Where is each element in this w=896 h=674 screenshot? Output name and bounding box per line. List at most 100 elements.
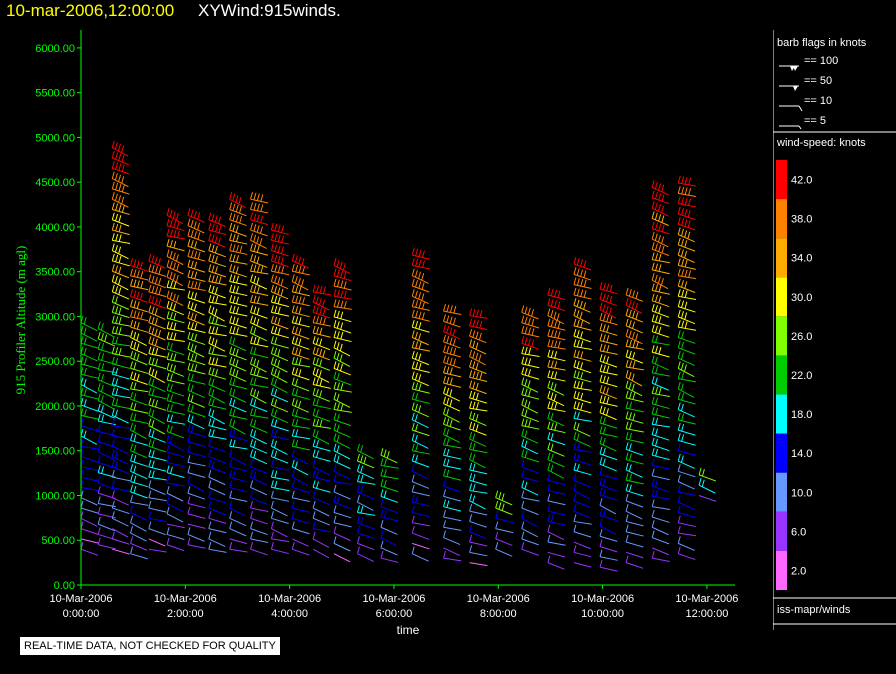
wind-barb [130,258,148,272]
wind-barb [166,311,185,324]
wind-barb [229,212,247,227]
wind-barb [187,300,205,316]
wind-barb [443,406,460,423]
wind-barb [291,397,309,413]
colorbar-label: 26.0 [791,331,812,343]
wind-barb [270,294,289,308]
wind-barb [111,305,130,319]
wind-barb [187,393,205,408]
wind-barb [411,495,430,507]
wind-barb [291,408,310,421]
wind-barb [80,367,99,379]
wind-barb [380,489,399,503]
wind-barb [130,515,147,532]
wind-barb [80,542,99,556]
wind-barb [130,443,148,459]
wind-barb [547,431,566,446]
wind-barb [208,346,227,357]
wind-barb [333,289,352,300]
wind-barb [677,464,696,478]
wind-barb [469,359,487,375]
wind-barb [130,474,148,488]
wind-barb [625,401,644,413]
wind-barb [97,475,116,491]
wind-barb [250,397,268,413]
wind-barb [229,336,247,352]
wind-barb [80,346,98,362]
wind-barb [443,458,462,470]
wind-barb [270,305,290,317]
wind-barb [250,387,267,404]
barb-10-symbol [779,105,803,112]
speed-colorbar: 42.0 38.0 34.0 30.0 26.0 22.0 18.0 14.0 10.0 6.0 2… [776,160,812,590]
wind-barb [166,383,185,397]
wind-barb [80,397,99,412]
wind-barb [625,390,644,403]
wind-barb [573,504,591,519]
x-tick-date: 10-Mar-2006 [571,593,634,605]
wind-barb [333,268,352,282]
wind-barb [250,336,269,348]
wind-barb [443,324,461,340]
wind-barb [443,303,462,315]
wind-barb [599,364,618,376]
wind-barb [111,253,130,267]
wind-barb [187,537,206,549]
wind-barb [111,439,129,455]
wind-barb [111,469,131,482]
wind-barb [573,339,592,350]
wind-barb [250,243,269,256]
wind-barb [148,253,166,269]
wind-barb [356,536,375,551]
wind-barb [469,483,488,494]
wind-barb [97,321,115,338]
wind-barb [148,336,166,351]
wind-barb [130,536,148,551]
barb-legend-100: == 100 [804,55,838,67]
wind-barb [250,490,268,505]
wind-barb [411,258,430,270]
wind-barb [250,418,268,434]
wind-barb [97,403,115,419]
wind-barb [229,192,246,209]
wind-barb [250,305,268,319]
wind-barb [469,370,488,383]
wind-barb [111,243,129,260]
wind-barb [111,192,129,208]
wind-barb [495,531,513,546]
wind-barb [356,453,375,469]
wind-barb [111,171,129,188]
wind-barb [312,449,331,462]
wind-barb [411,505,430,518]
wind-barb [312,284,331,296]
wind-barb [547,442,565,457]
wind-barb [599,395,618,407]
wind-barb [333,505,352,519]
wind-barb [166,486,184,502]
wind-barb [187,444,206,458]
wind-barb [547,298,566,312]
wind-barb [651,376,669,391]
wind-barb [250,511,268,525]
wind-barb [547,534,566,546]
wind-barb [187,321,206,334]
wind-barb [599,343,618,355]
wind-barb [187,311,205,326]
wind-barb [229,480,248,493]
wind-barb [625,380,643,397]
wind-barb [599,354,618,368]
wind-barb [573,401,592,414]
wind-barb [270,500,288,517]
wind-barb [312,500,330,517]
wind-barb [573,359,592,374]
wind-barb [80,336,99,349]
wind-barb [411,289,429,305]
wind-barb [333,495,351,510]
colorbar-swatch [776,160,787,200]
wind-barb [130,546,148,560]
wind-barb [130,412,149,424]
wind-barb [80,449,99,463]
wind-barb [625,524,644,537]
wind-barb [111,428,131,440]
wind-barb [291,377,310,392]
